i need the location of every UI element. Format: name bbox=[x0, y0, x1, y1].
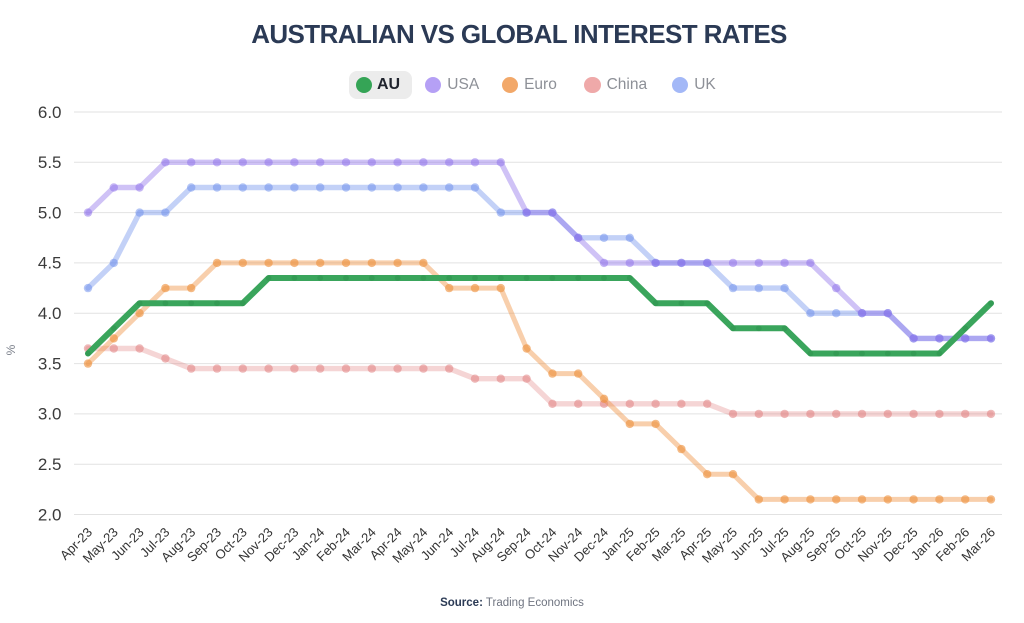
svg-text:6.0: 6.0 bbox=[38, 103, 62, 122]
svg-text:2.5: 2.5 bbox=[38, 455, 62, 474]
svg-text:5.5: 5.5 bbox=[38, 153, 62, 172]
svg-text:3.0: 3.0 bbox=[38, 405, 62, 424]
svg-text:5.0: 5.0 bbox=[38, 203, 62, 222]
svg-text:4.0: 4.0 bbox=[38, 304, 62, 323]
svg-text:3.5: 3.5 bbox=[38, 354, 62, 373]
svg-text:2.0: 2.0 bbox=[38, 505, 62, 524]
svg-text:%: % bbox=[4, 344, 18, 355]
svg-text:4.5: 4.5 bbox=[38, 254, 62, 273]
